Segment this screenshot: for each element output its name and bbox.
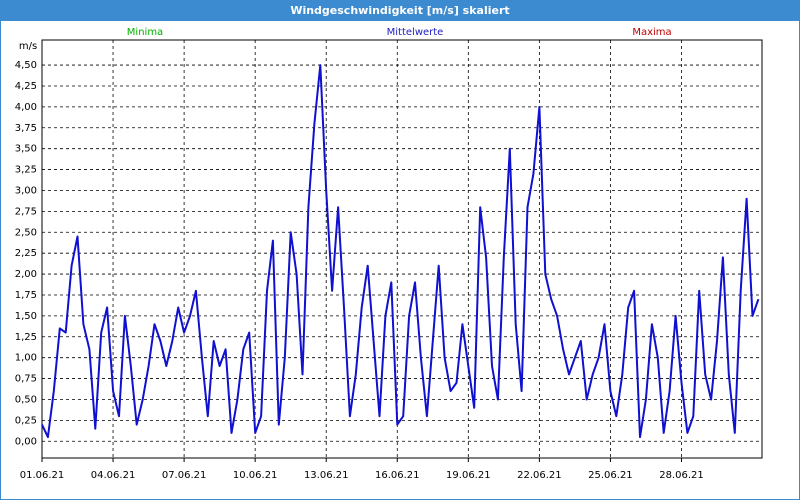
y-tick-label: 2,25 [15, 248, 37, 259]
window-title: Windgeschwindigkeit [m/s] skaliert [290, 4, 509, 17]
y-tick-label: 4,25 [15, 81, 37, 92]
y-tick-label: 1,25 [15, 332, 37, 343]
y-tick-label: 2,50 [15, 227, 37, 238]
legend-entry: Maxima [632, 27, 671, 38]
marks [41, 64, 760, 439]
window-body [1, 21, 799, 499]
x-tick-label: 28.06.21 [659, 470, 704, 481]
y-tick-label: 0,75 [15, 374, 37, 385]
x-tick-label: 22.06.21 [517, 470, 562, 481]
x-tick-label: 19.06.21 [446, 470, 491, 481]
data-line [41, 64, 760, 439]
plot-frame [41, 39, 763, 459]
legend-entry: Minima [127, 27, 163, 38]
y-tick-label: 1,00 [15, 353, 37, 364]
y-tick-label: 3,00 [15, 185, 37, 196]
legend-entry: Mittelwerte [387, 27, 444, 38]
x-tick-label: 25.06.21 [588, 470, 633, 481]
x-tick-label: 04.06.21 [91, 470, 136, 481]
y-tick-label: 0,00 [15, 436, 37, 447]
y-tick-label: 2,00 [15, 269, 37, 280]
x-tick-label: 10.06.21 [233, 470, 278, 481]
y-tick-label: 2,75 [15, 206, 37, 217]
x-tick-label: 16.06.21 [375, 470, 420, 481]
y-tick-label: 4,00 [15, 102, 37, 113]
x-tick-label: 01.06.21 [20, 470, 65, 481]
y-tick-label: 3,75 [15, 123, 37, 134]
y-tick-label: 1,75 [15, 290, 37, 301]
x-tick-label: 13.06.21 [304, 470, 349, 481]
y-tick-label: 0,50 [15, 394, 37, 405]
y-tick-label: 3,50 [15, 144, 37, 155]
y-tick-label: 1,50 [15, 311, 37, 322]
x-tick-label: 07.06.21 [162, 470, 207, 481]
y-axis-label: m/s [19, 41, 37, 52]
y-tick-label: 0,25 [15, 415, 37, 426]
y-tick-label: 3,25 [15, 165, 37, 176]
y-tick-label: 4,50 [15, 60, 37, 71]
